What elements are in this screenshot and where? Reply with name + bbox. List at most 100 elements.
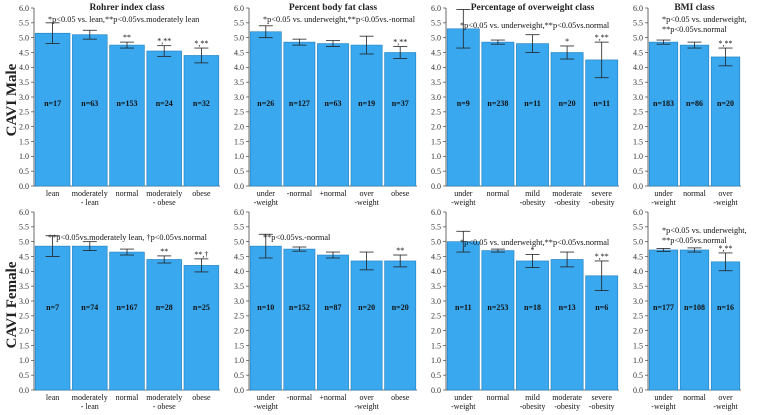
y-tick-label: 5.5 [19,223,29,232]
bar [446,241,480,391]
category-label-line: severe [591,189,612,198]
category-label: +normal [319,393,347,402]
n-label: n=20 [392,303,409,312]
category-label-line: +normal [319,393,347,402]
category-label-line: moderately [146,393,182,402]
category-label: normal [116,189,139,198]
y-tick-label: 4.5 [431,252,441,261]
significance-marker: ** [396,246,404,255]
category-label-line: obese [391,393,410,402]
significance-note-line: **p<0.05vs.normal [662,25,727,34]
panel-5: 0.0 0.5 1.0 1.5 2.0 2.5 3.0 3.5 4.0 4.5 5.0 5.5 6.0 n… [234,208,417,411]
category-label: -normal [287,393,313,402]
significance-marker: *,** [157,37,171,46]
significance-marker: *,** [719,39,733,48]
category-label-line: under [454,189,473,198]
y-tick-label: 0.5 [633,167,643,176]
category-label: over -weight [354,393,379,411]
y-tick-label: 0.0 [19,182,29,191]
category-label: mild -obesity [520,189,546,207]
y-tick-label: 1.5 [633,137,643,146]
category-label-line: obese [192,189,211,198]
category-label-line: over [718,189,733,198]
n-label: n=7 [46,303,59,312]
bar [72,245,108,391]
bar [446,28,480,187]
significance-marker: * [565,37,569,46]
n-label: n=11 [455,303,472,312]
y-tick-label: 4.5 [19,48,29,57]
significance-note-line: **p<0.05vs.moderately lean, †p<0.05vs.no… [48,233,208,242]
category-label-line: -obesity [554,198,580,207]
category-label: over -weight [713,393,738,411]
category-label-line: -weight [254,402,279,411]
significance-note: *p<0.05 vs. underweight,**p<0.05vs.norma… [662,226,747,245]
category-label: severe -obesity [589,189,615,207]
y-tick-label: 6.0 [19,208,29,217]
panel-2: Percentage of overweight class 0.0 0.5 1.0 1… [431,3,619,207]
significance-marker: ** [160,247,168,256]
category-label: obese [192,189,211,198]
bar [585,59,619,187]
category-label: lean [46,189,59,198]
category-label-line: -obesity [589,402,615,411]
category-label-line: severe [591,393,612,402]
category-label-line: -weight [354,402,379,411]
y-tick-label: 1.0 [633,152,643,161]
bar [249,245,282,391]
bar [183,55,220,187]
y-tick-label: 6.0 [431,4,441,13]
y-tick-label: 5.0 [234,237,244,246]
y-tick-label: 5.0 [431,33,441,42]
category-label-line: normal [487,189,510,198]
y-tick-label: 3.5 [633,78,643,87]
category-label-line: mild [525,393,540,402]
category-label: -normal [287,189,313,198]
y-tick-label: 2.0 [431,122,441,131]
n-label: n=19 [358,99,375,108]
n-label: n=32 [193,99,210,108]
panel-1: Percent body fat class 0.0 0.5 1.0 1.5 2.0 2.5… [234,3,417,207]
category-label: obese [391,393,410,402]
category-label-line: -weight [651,198,676,207]
bar [183,265,220,391]
n-label: n=18 [524,303,541,312]
category-label-line: -weight [651,402,676,411]
bar [710,261,741,391]
y-tick-label: 3.0 [19,297,29,306]
y-tick-label: 5.5 [431,19,441,28]
y-tick-label: 6.0 [633,4,643,13]
y-tick-label: 3.0 [431,297,441,306]
category-label: under -weight [254,393,279,411]
significance-note: *p<0.05 vs. lean,**p<0.05vs.moderately l… [48,15,200,24]
significance-note-line: *p<0.05 vs. underweight,**p<0.05vs.-norm… [263,15,416,24]
category-label-line: over [359,393,374,402]
category-label: under -weight [651,393,676,411]
category-label-line: moderately [72,393,108,402]
category-label-line: normal [116,189,139,198]
n-label: n=127 [289,99,310,108]
y-tick-label: 0.5 [431,371,441,380]
category-label: +normal [319,189,347,198]
bar [384,52,417,187]
category-label-line: - obese [153,198,176,207]
y-tick-label: 1.5 [19,341,29,350]
y-tick-label: 3.0 [633,93,643,102]
n-label: n=177 [653,303,674,312]
category-label: normal [487,393,510,402]
bar [350,44,383,187]
category-label-line: moderate [552,393,582,402]
n-label: n=74 [81,303,98,312]
category-label-line: normal [683,393,706,402]
y-tick-label: 3.5 [633,282,643,291]
n-label: n=16 [717,303,734,312]
y-tick-label: 4.0 [19,63,29,72]
y-tick-label: 0.0 [234,386,244,395]
category-label-line: under [454,393,473,402]
y-tick-label: 0.0 [431,182,441,191]
bar [317,43,349,187]
bar [679,249,710,391]
y-tick-label: 0.0 [19,386,29,395]
bar [648,249,679,391]
significance-marker: *,** [595,252,609,261]
